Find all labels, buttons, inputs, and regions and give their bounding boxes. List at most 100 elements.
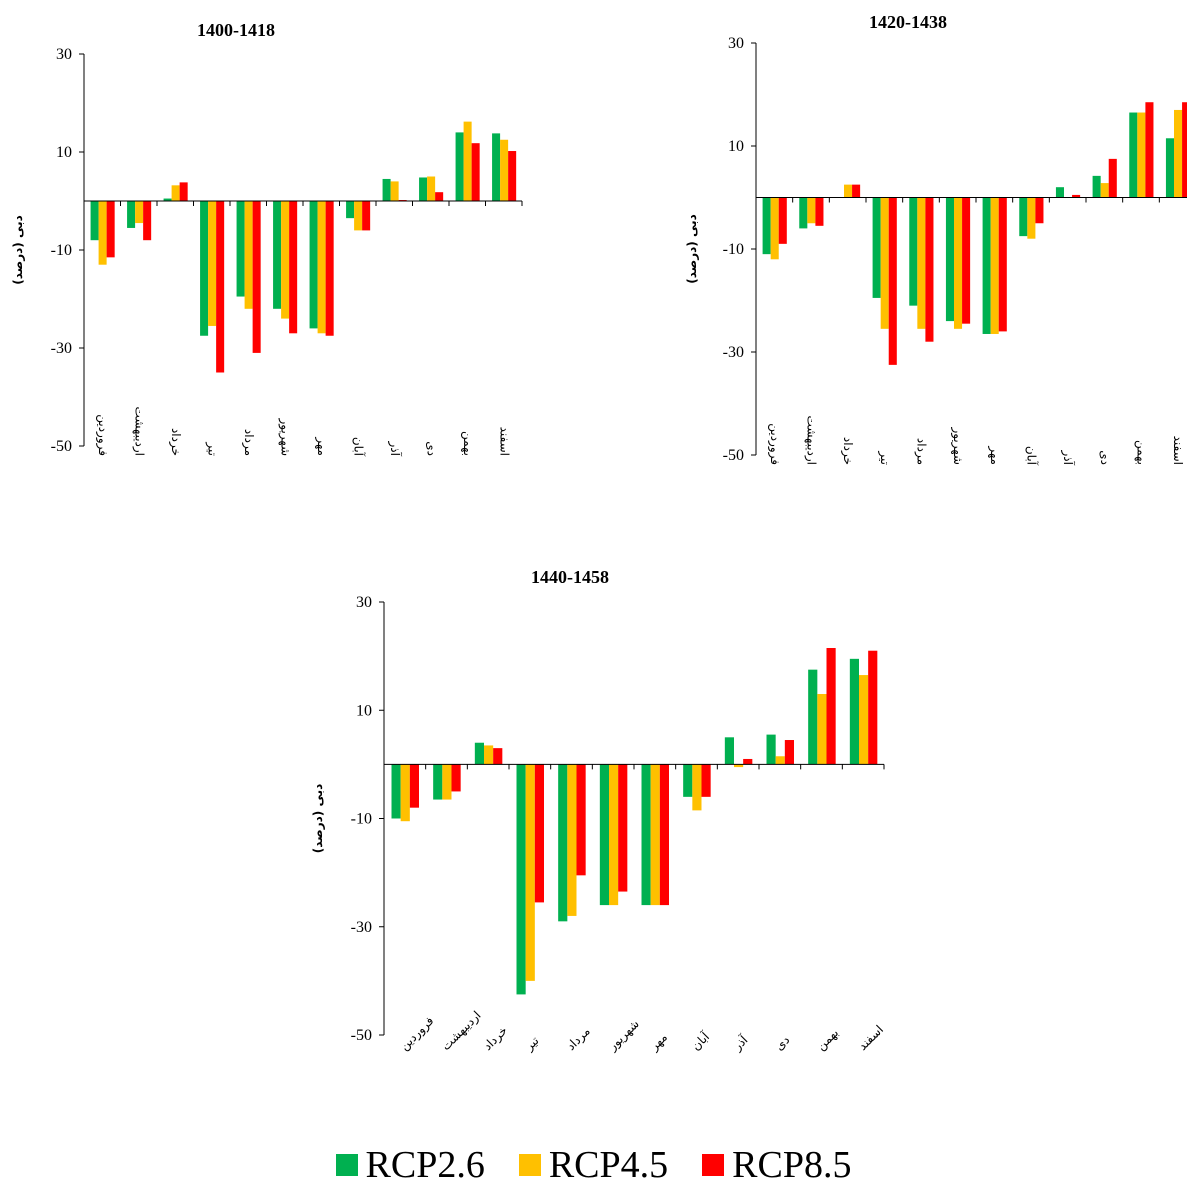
chart-title: 1440-1458 bbox=[531, 567, 609, 587]
bar-rcp85-4 bbox=[888, 197, 897, 365]
bar-rcp45-9 bbox=[734, 764, 744, 768]
bar-rcp85-3 bbox=[493, 748, 503, 765]
bar-rcp26-5 bbox=[236, 201, 245, 297]
x-category-label: خرداد bbox=[168, 428, 183, 456]
bar-rcp26-6 bbox=[599, 764, 609, 906]
bar-rcp45-5 bbox=[917, 197, 926, 329]
bar-rcp85-9 bbox=[743, 758, 753, 765]
y-tick-label: -50 bbox=[351, 1027, 372, 1044]
x-category-label: دی bbox=[772, 1033, 792, 1053]
y-tick-label: 10 bbox=[356, 702, 372, 719]
bar-rcp26-7 bbox=[982, 197, 991, 334]
bar-rcp85-6 bbox=[962, 197, 971, 324]
bar-rcp85-12 bbox=[508, 151, 517, 201]
x-category-label: دی bbox=[424, 441, 438, 456]
bar-rcp45-6 bbox=[609, 764, 619, 906]
bar-rcp45-11 bbox=[1137, 112, 1146, 198]
x-category-label: مهر bbox=[314, 436, 329, 456]
bar-rcp85-8 bbox=[701, 764, 711, 797]
bar-rcp26-8 bbox=[683, 764, 693, 797]
y-tick-label: -10 bbox=[51, 242, 72, 259]
bar-rcp85-4 bbox=[216, 201, 225, 373]
chart-title: 1420-1438 bbox=[869, 12, 947, 32]
bar-rcp26-1 bbox=[762, 197, 771, 255]
bar-rcp26-11 bbox=[1129, 112, 1138, 198]
legend-swatch-rcp45 bbox=[518, 1154, 541, 1176]
legend-item-rcp45: RCP4.5 bbox=[518, 1143, 669, 1187]
bar-rcp26-9 bbox=[1055, 187, 1064, 198]
x-category-label: تیر bbox=[877, 450, 892, 465]
bar-rcp45-3 bbox=[844, 184, 853, 198]
bar-rcp26-3 bbox=[163, 198, 172, 201]
bar-rcp26-10 bbox=[1092, 175, 1101, 198]
bar-rcp85-11 bbox=[471, 143, 480, 201]
bar-rcp85-5 bbox=[252, 201, 261, 353]
chart-1: 1400-1418 دبی (درصد) 30 10 -10 -30 -50 فروردین ا… bbox=[11, 20, 523, 457]
bar-rcp85-1 bbox=[106, 201, 115, 258]
bar-rcp85-2 bbox=[143, 201, 152, 241]
bar-rcp45-7 bbox=[317, 201, 326, 334]
bar-rcp45-1 bbox=[770, 197, 779, 260]
y-axis-label: دبی (درصد) bbox=[685, 214, 699, 284]
x-category-label: خرداد bbox=[480, 1023, 510, 1053]
bar-rcp85-12 bbox=[868, 650, 878, 765]
chart-2: 1420-1438 دبی (درصد) 30 10 -10 -30 -50 فروردین ا… bbox=[685, 12, 1187, 466]
x-category-label: شهریور bbox=[950, 426, 965, 465]
bar-rcp85-11 bbox=[826, 648, 836, 765]
x-category-label: اردیبهشت bbox=[439, 1008, 485, 1054]
bar-rcp26-2 bbox=[799, 197, 808, 229]
bar-rcp45-2 bbox=[135, 201, 144, 224]
x-category-label: تیر bbox=[204, 441, 219, 456]
x-category-label: اسفند bbox=[497, 427, 511, 456]
legend-label-rcp85: RCP8.5 bbox=[732, 1144, 852, 1186]
bar-rcp45-8 bbox=[1027, 197, 1036, 239]
x-category-label: اردیبهشت bbox=[131, 407, 146, 456]
x-category-label: مرداد bbox=[914, 438, 929, 465]
bar-rcp85-4 bbox=[534, 764, 544, 903]
x-category-label: بهمن bbox=[1134, 440, 1149, 465]
bar-rcp85-8 bbox=[362, 201, 371, 231]
bar-rcp26-9 bbox=[724, 737, 734, 765]
bar-rcp45-1 bbox=[400, 764, 410, 822]
bar-rcp45-5 bbox=[567, 764, 577, 916]
legend-swatch-rcp85 bbox=[702, 1154, 725, 1176]
y-axis-label: دبی (درصد) bbox=[11, 215, 25, 285]
x-category-label: آذر bbox=[387, 441, 403, 457]
legend-label-rcp26: RCP2.6 bbox=[365, 1144, 485, 1186]
legend-label-rcp45: RCP4.5 bbox=[548, 1144, 669, 1186]
bar-rcp85-2 bbox=[815, 197, 824, 226]
bar-rcp26-4 bbox=[200, 201, 209, 336]
bar-rcp26-10 bbox=[766, 734, 776, 765]
legend-item-rcp85: RCP8.5 bbox=[702, 1143, 851, 1187]
bar-rcp26-12 bbox=[492, 133, 501, 201]
y-tick-label: -10 bbox=[723, 241, 744, 258]
bar-rcp85-2 bbox=[451, 764, 461, 792]
y-tick-label: 10 bbox=[728, 138, 744, 155]
bar-rcp45-11 bbox=[463, 121, 472, 201]
y-tick-label: -50 bbox=[723, 447, 744, 464]
bar-rcp45-2 bbox=[442, 764, 452, 800]
bar-rcp85-3 bbox=[852, 184, 861, 198]
x-category-label: مهر bbox=[646, 1030, 670, 1054]
x-category-label: بهمن bbox=[814, 1026, 842, 1054]
bar-rcp26-1 bbox=[90, 201, 99, 241]
bar-rcp85-5 bbox=[576, 764, 586, 876]
bar-rcp26-12 bbox=[1165, 138, 1174, 198]
bar-rcp45-2 bbox=[807, 197, 816, 224]
bar-rcp26-3 bbox=[474, 742, 484, 765]
x-category-label: آبان bbox=[688, 1029, 713, 1054]
bar-rcp26-5 bbox=[558, 764, 568, 922]
bar-rcp85-9 bbox=[1072, 194, 1081, 198]
chart-title: 1400-1418 bbox=[197, 20, 275, 40]
bar-rcp85-8 bbox=[1035, 197, 1044, 224]
bar-rcp85-6 bbox=[618, 764, 628, 892]
bar-rcp45-10 bbox=[427, 176, 436, 201]
bar-rcp85-11 bbox=[1145, 102, 1154, 198]
bar-rcp26-4 bbox=[516, 764, 526, 995]
x-category-label: مرداد bbox=[564, 1024, 594, 1054]
legend: RCP2.6 RCP4.5 RCP8.5 bbox=[0, 1140, 1187, 1190]
legend-swatch-rcp26 bbox=[335, 1154, 358, 1176]
x-category-label: آذر bbox=[729, 1032, 752, 1055]
bar-rcp45-4 bbox=[208, 201, 217, 326]
y-axis-label: دبی (درصد) bbox=[311, 784, 325, 854]
